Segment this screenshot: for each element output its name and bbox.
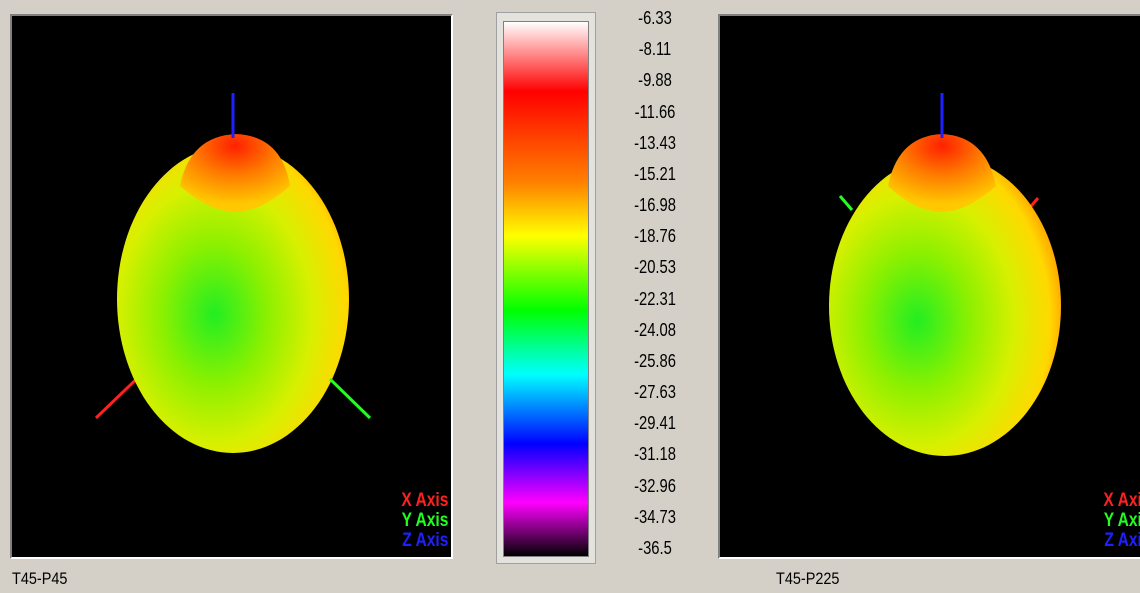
colorbar-tick-label: -25.86: [634, 350, 676, 371]
right-radiation-pattern: [829, 93, 1061, 456]
colorbar-tick-label: -34.73: [634, 506, 676, 527]
colorbar-tick-label: -15.21: [634, 163, 676, 184]
colorbar-tick-label: -18.76: [634, 226, 676, 247]
left-y-axis-label: Y Axis: [401, 510, 448, 531]
colorbar-tick-label: -31.18: [634, 444, 676, 465]
colorbar-tick-label: -22.31: [634, 288, 676, 309]
right-pattern-body: [829, 156, 1061, 456]
colorbar-tick-label: -13.43: [634, 132, 676, 153]
colorbar-frame: [496, 12, 596, 564]
left-view-caption: T45-P45: [12, 569, 68, 588]
colorbar-tick-label: -20.53: [634, 257, 676, 278]
colorbar-tick-label: -32.96: [634, 475, 676, 496]
colorbar-tick-label: -36.5: [638, 538, 672, 558]
right-pattern-lobe: [888, 134, 996, 212]
colorbar-tick-label: -29.41: [634, 413, 676, 434]
right-axis-legend: X Axi Y Axi Z Axi: [1095, 491, 1140, 551]
colorbar-tick-label: -8.11: [638, 39, 672, 60]
left-x-axis-label: X Axis: [400, 490, 448, 511]
left-axis-legend: X Axis Y Axis Z Axis: [391, 491, 448, 551]
right-y-axis-label: Y Axi: [1103, 510, 1140, 531]
right-view-caption: T45-P225: [776, 569, 840, 588]
right-y-axis-line: [838, 195, 854, 211]
colorbar-tick-label: -6.33: [638, 8, 672, 28]
left-3d-view[interactable]: X Axis Y Axis Z Axis: [10, 14, 453, 559]
colorbar-tick-label: -27.63: [634, 382, 676, 403]
colorbar-tick-label: -16.98: [634, 195, 676, 216]
right-x-axis-label: X Axi: [1103, 490, 1140, 511]
colorbar-tick-label: -9.88: [638, 70, 672, 91]
left-radiation-pattern: [94, 93, 372, 453]
left-pattern-body: [117, 145, 349, 453]
left-y-axis-line: [328, 377, 372, 420]
colorbar-gradient: [503, 21, 589, 557]
left-z-axis-label: Z Axis: [401, 530, 448, 551]
right-z-axis-label: Z Axi: [1104, 530, 1140, 551]
left-pattern-lobe: [180, 134, 290, 212]
colorbar-tick-label: -24.08: [634, 319, 676, 340]
colorbar-tick-label: -11.66: [634, 101, 676, 122]
colorbar-ticks: -6.33 -8.11 -9.88 -11.66 -13.43 -15.21 -16.98 -…: [615, 0, 705, 593]
right-3d-view[interactable]: X Axi Y Axi Z Axi: [718, 14, 1140, 559]
